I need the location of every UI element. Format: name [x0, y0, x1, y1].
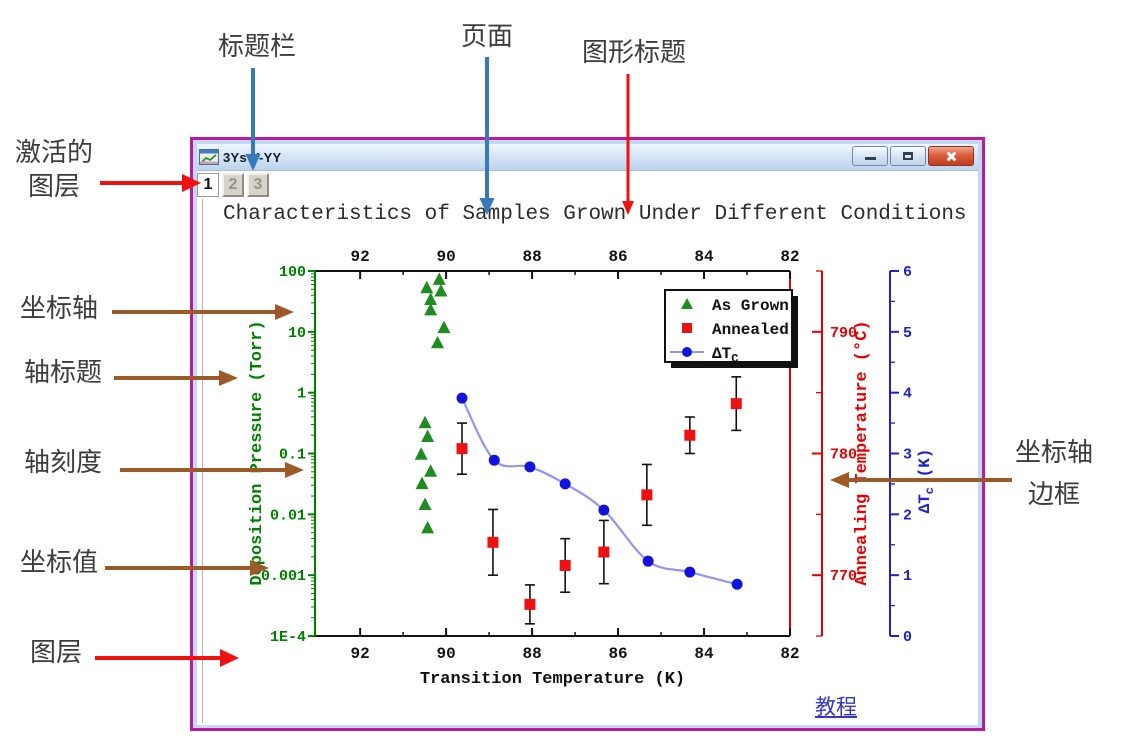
layer-button-1[interactable]: 1 — [197, 173, 219, 197]
annotation-page: 页面 — [460, 22, 513, 52]
svg-text:ΔTc (K): ΔTc (K) — [916, 449, 937, 514]
svg-text:88: 88 — [522, 645, 541, 663]
annotation-layer: 图层 — [29, 638, 82, 668]
maximize-icon — [903, 152, 913, 160]
svg-text:92: 92 — [351, 645, 370, 663]
annotation-axis-frame: 坐标轴 边框 — [988, 432, 1120, 516]
minimize-button[interactable] — [852, 146, 888, 166]
window-titlebar[interactable]: 3Ys Y-YY — [197, 144, 978, 171]
svg-text:100: 100 — [279, 264, 306, 281]
active-layer-arrow — [100, 174, 201, 192]
y-left-axis: 100 10 1 0.1 0.01 0.001 1E-4 Deposition Pressur… — [248, 264, 315, 646]
tutorial-link[interactable]: 教程 — [815, 695, 857, 719]
svg-text:0.01: 0.01 — [270, 507, 306, 524]
annotation-coordinate-value: 坐标值 — [19, 548, 98, 578]
svg-text:10: 10 — [288, 325, 306, 342]
svg-text:88: 88 — [522, 248, 541, 266]
svg-text:1E-4: 1E-4 — [270, 629, 306, 646]
svg-text:84: 84 — [694, 248, 714, 266]
svg-text:5: 5 — [903, 325, 912, 342]
graph-window-icon — [199, 149, 219, 165]
svg-text:86: 86 — [608, 248, 627, 266]
y-right2-axis: 6 5 4 3 2 1 0 ΔTc (K) — [889, 264, 937, 646]
svg-text:90: 90 — [437, 248, 456, 266]
svg-text:780: 780 — [830, 447, 857, 464]
layer-button-3[interactable]: 3 — [247, 173, 269, 197]
series-delta-tc[interactable] — [456, 392, 743, 590]
maximize-button[interactable] — [890, 146, 926, 166]
svg-text:Deposition Pressure (Torr): Deposition Pressure (Torr) — [248, 320, 267, 585]
svg-text:0.1: 0.1 — [279, 447, 306, 464]
svg-text:92: 92 — [351, 248, 370, 266]
svg-text:Transition Temperature (K): Transition Temperature (K) — [420, 670, 685, 689]
layer-button-bar: 1 2 3 — [197, 173, 269, 197]
svg-text:0.001: 0.001 — [261, 568, 306, 585]
svg-text:0: 0 — [903, 629, 912, 646]
svg-text:82: 82 — [780, 645, 799, 663]
graph-window: 3Ys Y-YY 1 2 3 Characteristics of Sample… — [190, 137, 985, 731]
svg-text:90: 90 — [437, 645, 456, 663]
svg-text:1: 1 — [903, 568, 912, 585]
svg-text:ΔTC: ΔTC — [712, 345, 738, 366]
svg-text:2: 2 — [903, 507, 912, 524]
annotation-titlebar: 标题栏 — [217, 32, 296, 62]
series-as-grown[interactable] — [414, 272, 451, 534]
annotation-graph-title: 图形标题 — [581, 38, 686, 68]
annotation-active-layer-line2: 图层 — [27, 172, 80, 202]
annotation-axis-frame-line1: 坐标轴 — [1014, 438, 1093, 468]
graph-page: 1 2 3 Characteristics of Samples Grown U… — [197, 171, 978, 725]
layer-button-2[interactable]: 2 — [222, 173, 244, 197]
window-title: 3Ys Y-YY — [223, 149, 282, 165]
annotation-active-layer: 激活的 图层 — [4, 136, 104, 204]
close-button[interactable] — [928, 146, 974, 166]
series-annealed[interactable] — [456, 376, 742, 625]
svg-text:Annealing Temperature (°C): Annealing Temperature (°C) — [853, 320, 872, 585]
svg-text:As Grown: As Grown — [712, 297, 789, 315]
svg-text:790: 790 — [830, 325, 857, 342]
window-controls — [852, 146, 974, 166]
svg-text:4: 4 — [903, 386, 912, 403]
svg-text:3: 3 — [903, 447, 912, 464]
svg-text:6: 6 — [903, 264, 912, 281]
legend[interactable]: As Grown Annealed ΔTC — [664, 289, 798, 368]
page-left-edge — [202, 199, 203, 723]
svg-text:86: 86 — [608, 645, 627, 663]
annotation-axis-tick: 轴刻度 — [23, 448, 102, 478]
svg-text:770: 770 — [830, 568, 857, 585]
annotation-axis-title: 轴标题 — [23, 358, 102, 388]
svg-text:82: 82 — [780, 248, 799, 266]
annotation-axis: 坐标轴 — [19, 294, 98, 324]
svg-text:84: 84 — [694, 645, 714, 663]
svg-text:1: 1 — [297, 386, 306, 403]
minimize-icon — [865, 157, 876, 160]
x-axes: 92 92 90 90 88 88 86 86 84 84 82 82 Transition Tempe… — [351, 248, 800, 689]
plot-area[interactable]: 92 92 90 90 88 88 86 86 84 84 82 82 Transition Tempe… — [197, 171, 978, 725]
svg-text:Annealed: Annealed — [712, 321, 789, 339]
annotation-axis-frame-line2: 边框 — [1027, 480, 1080, 510]
annotation-active-layer-line1: 激活的 — [14, 138, 93, 168]
graph-title[interactable]: Characteristics of Samples Grown Under D… — [223, 203, 967, 226]
